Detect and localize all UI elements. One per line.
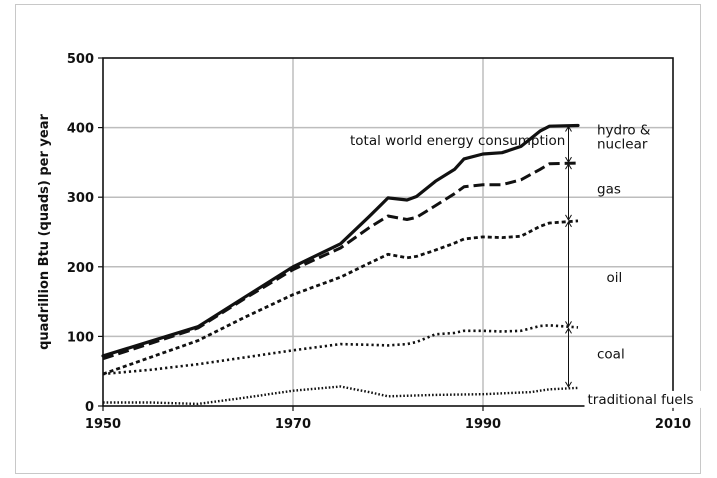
annotation-nuclear: nuclear bbox=[597, 136, 648, 152]
plot-area-border bbox=[102, 57, 674, 407]
annotation-total-world-energy-consumption: total world energy consumption bbox=[350, 133, 565, 149]
x-tick-label: 1950 bbox=[85, 417, 121, 432]
y-tick-label: 500 bbox=[67, 52, 94, 67]
series-line-solid bbox=[101, 123, 580, 358]
annotations: total world energy consumption hydro &nuc… bbox=[350, 123, 713, 408]
annotation-coal: coal bbox=[597, 347, 625, 363]
y-tick-label: 400 bbox=[67, 122, 94, 137]
y-tick-label: 100 bbox=[67, 330, 94, 345]
series-line-fine-dotted bbox=[103, 385, 579, 406]
range-arrow-3 bbox=[565, 327, 572, 388]
annotation-gas: gas bbox=[597, 182, 621, 198]
y-tick-label: 300 bbox=[67, 191, 94, 206]
annotation-traditional-fuels: traditional fuels bbox=[588, 392, 694, 408]
grid-lines bbox=[103, 58, 673, 406]
x-tick-label: 2010 bbox=[655, 417, 691, 432]
series-layer bbox=[101, 123, 580, 406]
series-line-dashed bbox=[102, 161, 579, 361]
x-axis-ticks: 1950 1970 1990 2010 bbox=[85, 406, 691, 432]
range-arrow-1 bbox=[565, 163, 572, 221]
y-tick-label: 0 bbox=[85, 400, 94, 415]
label-background bbox=[584, 390, 713, 408]
series-line-short-dash bbox=[102, 219, 579, 376]
x-tick-label: 1990 bbox=[465, 417, 501, 432]
series-line-dotted bbox=[102, 324, 579, 376]
y-tick-label: 200 bbox=[67, 261, 94, 276]
range-arrow-0 bbox=[565, 125, 572, 164]
range-arrow-2 bbox=[565, 220, 572, 328]
range-arrows bbox=[565, 125, 572, 388]
annotation-hydro: hydro & bbox=[597, 123, 651, 139]
y-axis-ticks: 0 100 200 300 400 500 bbox=[67, 52, 103, 415]
x-tick-label: 1970 bbox=[275, 417, 311, 432]
y-axis-label: quadrillion Btu (quads) per year bbox=[37, 114, 52, 350]
annotation-oil: oil bbox=[607, 270, 623, 286]
